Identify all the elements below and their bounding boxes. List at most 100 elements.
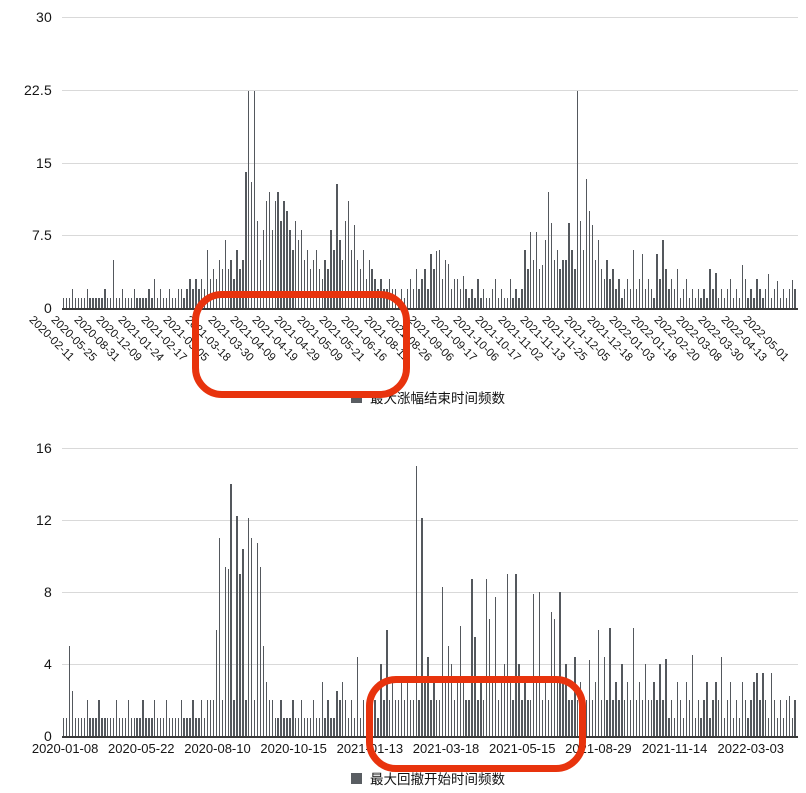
bar: [491, 682, 494, 736]
bar: [550, 222, 553, 308]
bar: [621, 664, 623, 736]
bar: [256, 220, 259, 308]
bar: [224, 566, 226, 736]
bar: [248, 518, 250, 736]
bar: [180, 288, 182, 308]
bar: [468, 700, 470, 736]
bar: [782, 288, 785, 308]
bar: [253, 700, 256, 736]
bar: [447, 264, 450, 308]
bar: [245, 700, 247, 736]
bar: [233, 278, 235, 308]
bar: [738, 298, 741, 308]
bar: [206, 700, 209, 736]
bar: [459, 626, 461, 736]
bar: [750, 288, 752, 308]
bar: [306, 249, 309, 308]
bar: [436, 250, 438, 308]
bar: [606, 259, 608, 308]
bar: [794, 700, 796, 736]
bar: [682, 718, 685, 736]
x-tick-label: 2022-03-03: [717, 741, 785, 756]
bar: [580, 682, 582, 736]
bar: [756, 278, 758, 308]
bar: [621, 298, 623, 308]
y-tick-label: 0: [44, 728, 52, 744]
bar: [533, 593, 535, 736]
bar: [433, 269, 435, 308]
bar: [339, 700, 341, 736]
bar: [644, 664, 647, 736]
bar: [168, 718, 171, 736]
x-tick-label: 2021-11-14: [641, 741, 708, 756]
bar: [68, 298, 71, 308]
x-tick-label: 2020-10-15: [260, 741, 327, 756]
bar: [227, 568, 229, 736]
bar: [585, 700, 588, 736]
bar: [456, 278, 459, 308]
bar: [239, 269, 241, 308]
legend-label-bottom: 最大回撤开始时间频数: [370, 772, 505, 787]
bar: [268, 700, 271, 736]
bar: [483, 288, 485, 308]
bar: [559, 592, 561, 736]
bar: [674, 288, 676, 308]
bar: [227, 269, 229, 308]
bar: [439, 700, 441, 736]
bar: [80, 298, 83, 308]
bar: [242, 548, 244, 736]
bar: [735, 288, 738, 308]
bar: [718, 298, 720, 308]
bar: [615, 288, 617, 308]
bar: [477, 278, 479, 308]
bar: [397, 700, 400, 736]
bar: [303, 259, 306, 308]
bar: [721, 288, 723, 308]
bar: [530, 232, 532, 308]
bar: [565, 664, 567, 736]
bar: [209, 278, 212, 308]
bar: [459, 288, 461, 308]
bar: [118, 298, 121, 308]
bar: [538, 592, 541, 736]
bar: [497, 298, 500, 308]
bar: [550, 611, 553, 736]
bar: [665, 658, 667, 736]
bar: [365, 278, 367, 308]
bar: [406, 682, 409, 736]
bar: [342, 682, 344, 736]
bar: [512, 298, 514, 308]
bar: [497, 700, 500, 736]
bar: [133, 288, 135, 308]
bar: [74, 298, 77, 308]
bar: [315, 249, 318, 308]
bar: [215, 278, 218, 308]
bar: [574, 269, 576, 308]
bar: [647, 278, 649, 308]
bar: [700, 718, 702, 736]
bar: [600, 269, 602, 308]
bar: [265, 201, 268, 308]
bar: [98, 700, 100, 736]
bar: [585, 179, 588, 308]
bar: [77, 718, 80, 736]
bar: [177, 718, 179, 736]
legend-top-inner: 最大涨幅结束时间频数: [351, 387, 505, 407]
bar: [430, 253, 432, 308]
bar: [544, 240, 547, 308]
bar: [362, 249, 365, 308]
x-axis-labels-top: 2020-02-11 2020-05-25 2020-08-31 2020-12-09…: [27, 312, 798, 392]
bar: [762, 298, 764, 308]
bar: [189, 718, 191, 736]
bar: [591, 224, 594, 308]
y-tick-label: 12: [36, 512, 52, 528]
bar: [83, 298, 85, 308]
y-tick-label: 8: [44, 584, 52, 600]
bar: [456, 682, 459, 736]
bar: [512, 700, 514, 736]
bar: [447, 646, 450, 736]
bar: [480, 682, 482, 736]
bar: [521, 700, 523, 736]
bar: [574, 656, 576, 736]
bar: [500, 682, 503, 736]
